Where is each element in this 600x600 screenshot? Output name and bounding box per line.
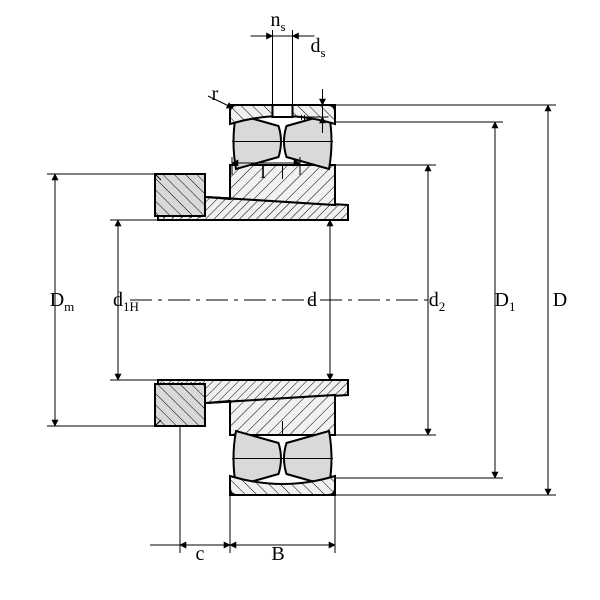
label-r: r xyxy=(212,83,219,105)
label-d2: d2 xyxy=(429,289,446,314)
bearing-cross-section-diagram: D D1 d2 d d1H Dm Bc l r nsds xyxy=(0,0,600,600)
label-ds: ds xyxy=(310,35,325,60)
label-D: D xyxy=(553,289,567,311)
label-D1: D1 xyxy=(495,289,516,314)
label-ns: ns xyxy=(270,9,285,34)
label-l: l xyxy=(260,161,266,183)
label-d1H: d1H xyxy=(113,289,139,314)
label-Dm: Dm xyxy=(50,289,75,314)
label-B: B xyxy=(271,543,284,565)
label-c: c xyxy=(196,543,205,565)
label-d: d xyxy=(307,289,317,311)
